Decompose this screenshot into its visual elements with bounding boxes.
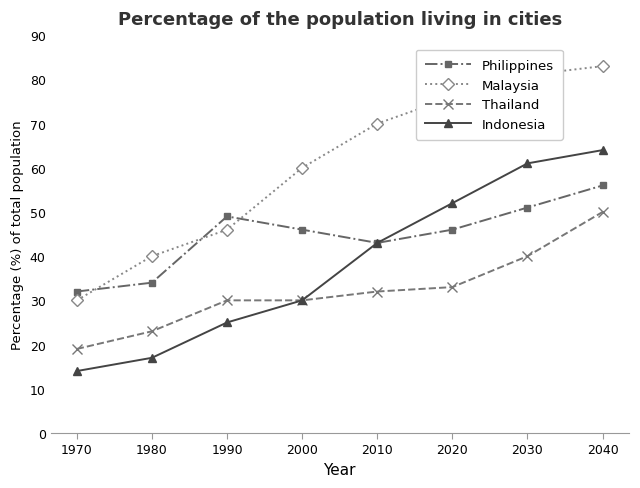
X-axis label: Year: Year — [323, 462, 356, 477]
Title: Percentage of the population living in cities: Percentage of the population living in c… — [118, 11, 562, 29]
Y-axis label: Percentage (%) of total population: Percentage (%) of total population — [11, 120, 24, 349]
Legend: Philippines, Malaysia, Thailand, Indonesia: Philippines, Malaysia, Thailand, Indones… — [416, 51, 563, 141]
